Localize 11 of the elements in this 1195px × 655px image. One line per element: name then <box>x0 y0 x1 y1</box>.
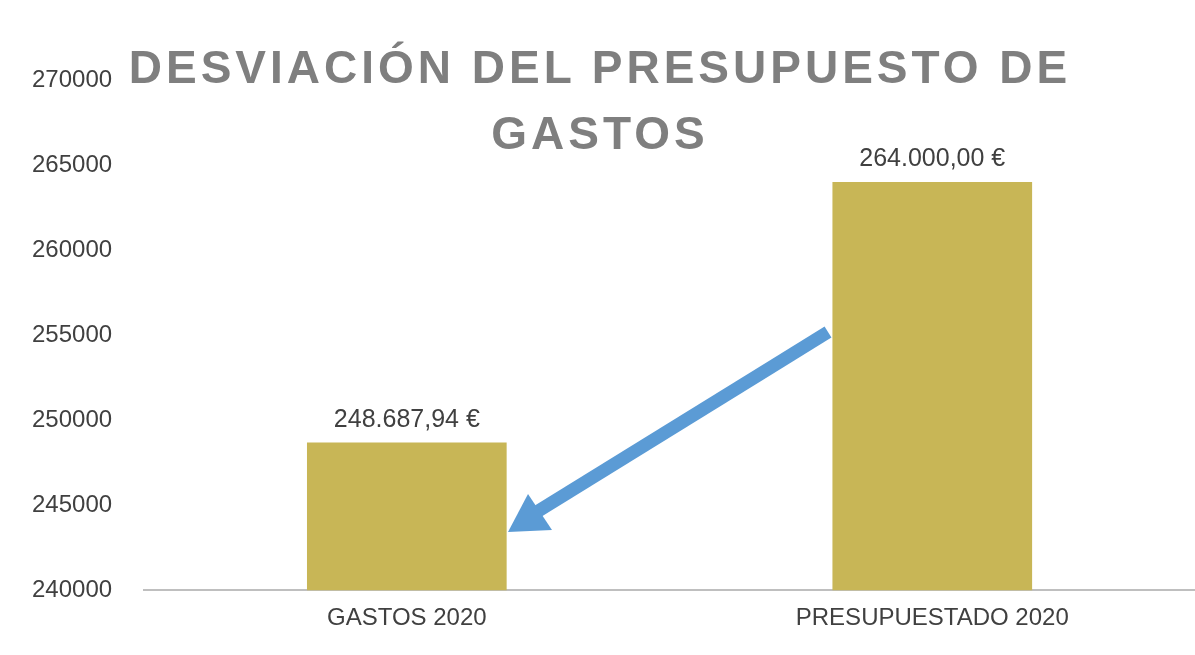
data-label: 248.687,94 € <box>333 403 480 432</box>
y-tick-label: 240000 <box>31 574 113 602</box>
y-tick-label: 250000 <box>31 404 113 432</box>
y-tick-label: 270000 <box>31 64 113 92</box>
x-tick-label: PRESUPUESTADO 2020 <box>795 603 1069 631</box>
y-tick-label: 265000 <box>31 149 113 177</box>
y-tick-label: 245000 <box>31 489 113 517</box>
y-tick-label: 260000 <box>31 234 113 262</box>
x-tick-label: GASTOS 2020 <box>326 603 487 631</box>
data-label: 264.000,00 € <box>859 143 1006 172</box>
y-tick-label: 255000 <box>31 319 113 347</box>
